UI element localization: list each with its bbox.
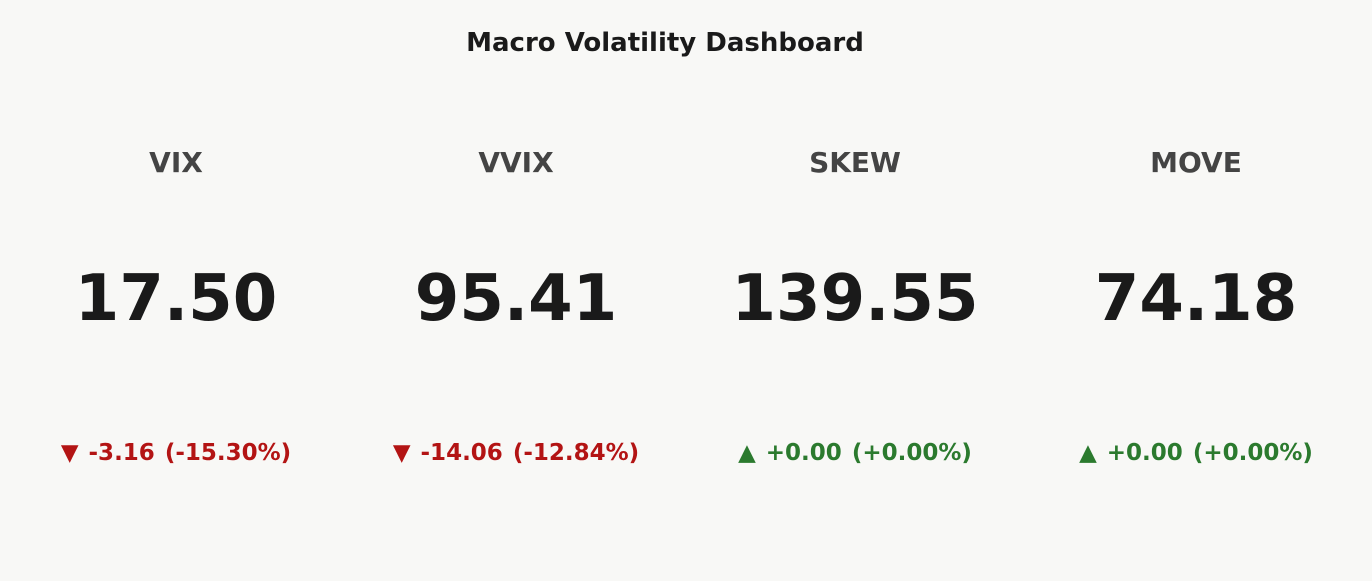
indicator-name: VVIX [478, 146, 554, 179]
indicator-card: SKEW 139.55 ▲ +0.00 (+0.00%) [685, 0, 1025, 581]
change-percent: (+0.00%) [1192, 440, 1313, 466]
change-amount: -14.06 [420, 440, 503, 466]
indicator-value: 95.41 [414, 262, 618, 336]
change-amount: -3.16 [88, 440, 155, 466]
change-percent: (-15.30%) [164, 440, 292, 466]
change-arrow: ▼ [392, 440, 411, 466]
indicator-change: ▲ +0.00 (+0.00%) [685, 440, 1025, 466]
indicator-name: VIX [149, 146, 203, 179]
indicator-name: MOVE [1150, 146, 1242, 179]
indicator-value: 74.18 [1094, 262, 1298, 336]
change-amount: +0.00 [765, 440, 842, 466]
change-arrow: ▲ [1079, 440, 1097, 466]
change-amount: +0.00 [1106, 440, 1183, 466]
indicator-change: ▼ -3.16 (-15.30%) [6, 440, 346, 466]
indicator-value: 139.55 [731, 262, 979, 336]
indicator-change: ▼ -14.06 (-12.84%) [346, 440, 686, 466]
indicator-value: 17.50 [74, 262, 278, 336]
indicator-card: VIX 17.50 ▼ -3.16 (-15.30%) [6, 0, 346, 581]
change-percent: (-12.84%) [512, 440, 640, 466]
change-arrow: ▲ [738, 440, 756, 466]
indicator-change: ▲ +0.00 (+0.00%) [1026, 440, 1366, 466]
indicator-card: VVIX 95.41 ▼ -14.06 (-12.84%) [346, 0, 686, 581]
change-percent: (+0.00%) [851, 440, 972, 466]
dashboard-title: Macro Volatility Dashboard [466, 28, 864, 58]
indicator-card: MOVE 74.18 ▲ +0.00 (+0.00%) [1026, 0, 1366, 581]
indicator-name: SKEW [809, 146, 901, 179]
change-arrow: ▼ [60, 440, 79, 466]
